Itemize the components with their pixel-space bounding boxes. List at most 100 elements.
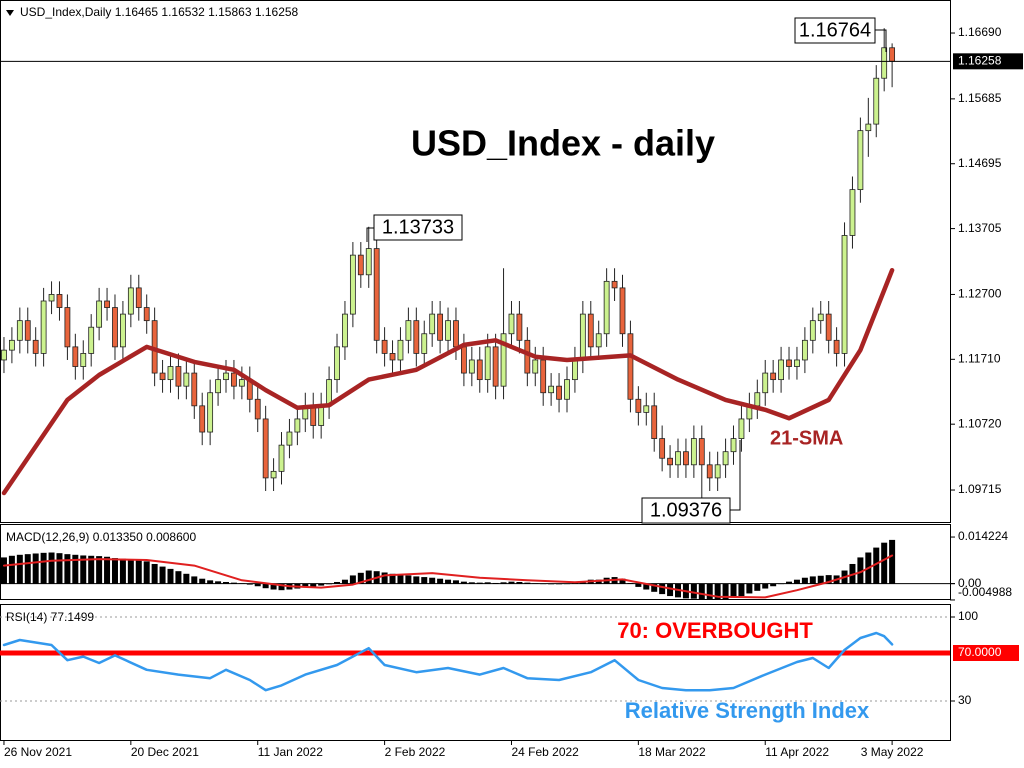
macd-bar (32, 553, 39, 584)
x-tick-label: 11 Apr 2022 (765, 745, 829, 759)
annotation: 1.09376 (650, 499, 722, 521)
candle-body (587, 313, 594, 348)
candle-body (714, 464, 721, 479)
macd-bar (191, 576, 198, 584)
candle-body (675, 451, 681, 466)
macd-bar (437, 578, 444, 584)
candle-body (865, 123, 872, 132)
annotation: 1.13733 (382, 216, 454, 238)
macd-bar (778, 583, 785, 585)
candle-body (262, 418, 269, 479)
signal-line (3, 554, 894, 599)
macd-bar (770, 583, 777, 587)
macd-bar (104, 556, 111, 584)
macd-bar (651, 583, 658, 592)
candle-body (564, 379, 570, 400)
candle-body (611, 280, 618, 289)
macd-bar (389, 573, 396, 584)
candle-body (294, 418, 301, 433)
candle-body (318, 405, 325, 426)
candle-body (342, 313, 348, 348)
macd-bar (540, 583, 547, 585)
candle-body (270, 470, 277, 479)
candle-body (286, 431, 293, 446)
macd-bar (492, 582, 499, 584)
macd-bar (278, 583, 285, 591)
candle-body (794, 359, 800, 367)
candle-body (254, 398, 261, 420)
candle-body (651, 405, 658, 439)
macd-bar (88, 555, 95, 584)
macd-bar (809, 576, 816, 584)
candle-body (373, 248, 380, 341)
macd-bar (563, 583, 570, 585)
candle-body (88, 326, 95, 354)
candle-body (40, 300, 47, 354)
macd-bar (889, 539, 896, 584)
macd-bar (421, 577, 428, 584)
macd-bar (318, 583, 325, 586)
candle-body (627, 333, 634, 400)
candle-body (429, 313, 436, 335)
macd-bar (452, 580, 459, 584)
candle-body (873, 77, 880, 125)
macd-bar (254, 583, 261, 587)
macd-bar (40, 552, 47, 584)
y-tick-label: 1.16690 (958, 25, 1002, 39)
candle-body (112, 307, 118, 348)
macd-bar (659, 583, 666, 595)
macd-bar (310, 583, 317, 587)
macd-bar (16, 554, 23, 584)
x-tick-label: 11 Jan 2022 (258, 745, 323, 759)
macd-bar (405, 575, 412, 584)
candle-body (786, 359, 792, 367)
candle-body (540, 359, 547, 394)
macd-bar (119, 558, 126, 584)
candle-body (397, 339, 404, 361)
chart-title: USD_Index - daily (411, 123, 715, 164)
macd-bar (230, 582, 237, 584)
candle-body (460, 346, 467, 374)
candle-body (500, 333, 507, 387)
menu-arrow (6, 10, 14, 16)
macd-bar (524, 582, 531, 584)
annotation: 1.16764 (799, 19, 871, 41)
macd-bar (722, 583, 729, 600)
candle-body (857, 130, 864, 191)
macd-bar (96, 556, 103, 584)
y-tick-label: 1.10720 (958, 416, 1002, 430)
macd-bar (484, 582, 491, 584)
candle-body (72, 346, 79, 367)
macd-bar (468, 582, 475, 584)
rsi-panel (0, 604, 951, 741)
y-tick-label: 30 (958, 693, 972, 707)
candle-body (532, 359, 539, 374)
candle-body (453, 320, 459, 348)
candle-body (738, 418, 745, 439)
candle-body (659, 438, 666, 459)
candle-body (841, 235, 848, 354)
candle-body (524, 339, 531, 374)
candle-body (889, 47, 896, 62)
candle-body (468, 359, 475, 374)
macd-bar (754, 583, 761, 591)
candle-body (215, 379, 221, 394)
macd-bar (873, 547, 880, 584)
candle-body (698, 438, 705, 466)
y-tick-label: 1.15685 (958, 91, 1002, 105)
candle-body (127, 287, 134, 315)
candle-body (484, 346, 491, 381)
annotation-connector (875, 29, 887, 52)
annotation-box (641, 497, 731, 524)
macd-title: MACD(12,26,9) 0.013350 0.008600 (6, 530, 196, 544)
price-panel (0, 0, 951, 523)
candle-body (619, 287, 626, 335)
candle-body (238, 379, 245, 387)
candle-body (8, 339, 15, 351)
candle-body (770, 372, 777, 381)
candle-body (183, 372, 190, 387)
candle-body (24, 320, 31, 341)
candle-body (357, 254, 364, 276)
candle-body (548, 385, 555, 394)
macd-bar (127, 559, 134, 584)
